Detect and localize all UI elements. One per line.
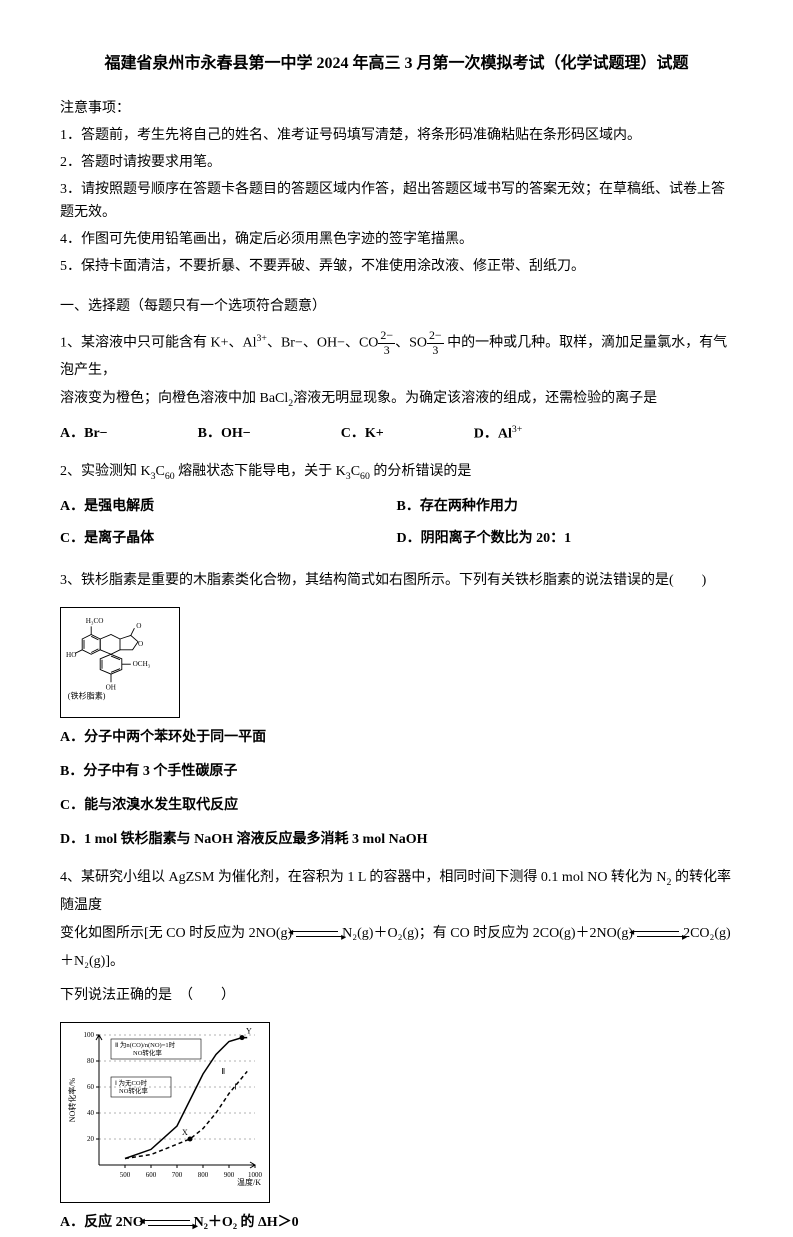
- svg-text:Ⅰ: Ⅰ: [234, 1083, 236, 1092]
- label-o-ring: O: [138, 640, 143, 648]
- equilibrium-arrow-3: ▸◂: [144, 1217, 194, 1229]
- structure-diagram: H₃CO HO O O OCH₃ OH (铁杉脂素): [65, 612, 175, 702]
- label-o-top: O: [136, 622, 141, 630]
- svg-text:X: X: [182, 1128, 188, 1137]
- notices-header: 注意事项：: [60, 97, 733, 121]
- q1-t6: 溶液无明显现象。为确定该溶液的组成，还需检验的离子是: [293, 391, 657, 406]
- q4-eq1r: N₂(g)＋O₂(g)；有 CO 时反应为 2CO(g)＋2NO(g): [342, 926, 633, 941]
- q2-opt-b: B．存在两种作用力: [397, 493, 734, 521]
- q2-opt-a: A．是强电解质: [60, 493, 397, 521]
- label-och3: OCH₃: [133, 660, 151, 668]
- q4-opta-1: A．反应 2NO: [60, 1215, 144, 1230]
- q2-t1: 2、实验测知 K: [60, 464, 151, 479]
- q4-stem: 4、某研究小组以 AgZSM 为催化剂，在容积为 1 L 的容器中，相同时间下测…: [60, 864, 733, 976]
- q1-t1: 1、某溶液中只可能含有 K+、Al: [60, 335, 257, 350]
- q2-opt-d: D．阴阳离子个数比为 20：1: [397, 525, 734, 553]
- svg-text:Ⅱ: Ⅱ: [221, 1067, 225, 1076]
- q1-t3: 、SO: [395, 335, 427, 350]
- svg-text:80: 80: [87, 1057, 95, 1065]
- q1-al-charge: 3+: [257, 333, 267, 344]
- svg-text:NO转化率: NO转化率: [133, 1048, 162, 1057]
- svg-text:800: 800: [198, 1171, 209, 1179]
- q2-t3: 熔融状态下能导电，关于 K: [175, 464, 346, 479]
- question-4: 4、某研究小组以 AgZSM 为催化剂，在容积为 1 L 的容器中，相同时间下测…: [60, 864, 733, 1237]
- q3-opt-d: D．1 mol 铁杉脂素与 NaOH 溶液反应最多消耗 3 mol NaOH: [60, 826, 733, 854]
- label-ho: HO: [66, 651, 76, 659]
- notice-1: 1．答题前，考生先将自己的姓名、准考证号码填写清楚，将条形码准确粘贴在条形码区域…: [60, 124, 733, 148]
- svg-text:NO转化率/%: NO转化率/%: [67, 1077, 77, 1122]
- svg-text:NO转化率: NO转化率: [119, 1086, 148, 1095]
- section-header: 一、选择题（每题只有一个选项符合题意）: [60, 295, 733, 319]
- q3-structure: H₃CO HO O O OCH₃ OH (铁杉脂素): [60, 607, 180, 718]
- svg-text:Ⅱ 为n(CO)/n(NO)=1时: Ⅱ 为n(CO)/n(NO)=1时: [115, 1040, 176, 1049]
- equilibrium-arrow-2: ▸◂: [633, 928, 683, 940]
- svg-text:Y: Y: [246, 1027, 252, 1036]
- q3-options: A．分子中两个苯环处于同一平面 B．分子中有 3 个手性碳原子 C．能与浓溴水发…: [60, 724, 733, 854]
- q4-options: A．反应 2NO▸◂N₂＋O₂ 的 ΔH＞0: [60, 1209, 733, 1237]
- q2-t5: 的分析错误的是: [370, 464, 472, 479]
- notice-3: 3．请按照题号顺序在答题卡各题目的答题区域内作答，超出答题区域书写的答案无效；在…: [60, 178, 733, 226]
- question-1: 1、某溶液中只可能含有 K+、Al3+、Br−、OH−、CO2−3、SO2−3 …: [60, 329, 733, 449]
- svg-text:700: 700: [172, 1171, 183, 1179]
- svg-text:20: 20: [87, 1135, 95, 1143]
- label-name: (铁杉脂素): [68, 690, 106, 700]
- q2-t2: C: [156, 464, 165, 479]
- notice-2: 2．答题时请按要求用笔。: [60, 151, 733, 175]
- conversion-chart: 500600700800900100020406080100温度/KNO转化率/…: [65, 1027, 265, 1187]
- q1-opt-d: D．Al3+: [474, 420, 523, 449]
- equilibrium-arrow-1: ▸◂: [292, 928, 342, 940]
- q2-t4: C: [351, 464, 360, 479]
- page-title: 福建省泉州市永春县第一中学 2024 年高三 3 月第一次模拟考试（化学试题理）…: [60, 50, 733, 77]
- q3-opt-c: C．能与浓溴水发生取代反应: [60, 792, 733, 820]
- q2-stem: 2、实验测知 K3C60 熔融状态下能导电，关于 K3C60 的分析错误的是: [60, 458, 733, 486]
- q2-opt-c: C．是离子晶体: [60, 525, 397, 553]
- label-h3co: H₃CO: [86, 616, 104, 624]
- q1-stem: 1、某溶液中只可能含有 K+、Al3+、Br−、OH−、CO2−3、SO2−3 …: [60, 329, 733, 414]
- q4-opt-a: A．反应 2NO▸◂N₂＋O₂ 的 ΔH＞0: [60, 1209, 733, 1237]
- q1-options: A．Br− B．OH− C．K+ D．Al3+: [60, 420, 733, 449]
- q2-options: A．是强电解质 B．存在两种作用力 C．是离子晶体 D．阴阳离子个数比为 20：…: [60, 493, 733, 557]
- q3-stem: 3、铁杉脂素是重要的木脂素类化合物，其结构简式如右图所示。下列有关铁杉脂素的说法…: [60, 567, 733, 595]
- svg-text:Ⅰ 为无CO时: Ⅰ 为无CO时: [115, 1078, 148, 1087]
- label-oh: OH: [106, 683, 116, 691]
- q3-opt-a: A．分子中两个苯环处于同一平面: [60, 724, 733, 752]
- q1-opt-a: A．Br−: [60, 420, 108, 449]
- svg-text:600: 600: [146, 1171, 157, 1179]
- notice-4: 4．作图可先使用铅笔画出，确定后必须用黑色字迹的签字笔描黑。: [60, 228, 733, 252]
- q3-opt-b: B．分子中有 3 个手性碳原子: [60, 758, 733, 786]
- svg-text:500: 500: [120, 1171, 131, 1179]
- q4-t1: 4、某研究小组以 AgZSM 为催化剂，在容积为 1 L 的容器中，相同时间下测…: [60, 870, 667, 885]
- notice-5: 5．保持卡面清洁，不要折暴、不要弄破、弄皱，不准使用涂改液、修正带、刮纸刀。: [60, 255, 733, 279]
- svg-text:60: 60: [87, 1083, 95, 1091]
- svg-text:温度/K: 温度/K: [237, 1177, 261, 1187]
- q4-t3: 变化如图所示[无 CO 时反应为 2NO(g): [60, 926, 292, 941]
- svg-text:40: 40: [87, 1109, 95, 1117]
- q4-opta-2: N₂＋O₂ 的 ΔH＞0: [194, 1215, 299, 1230]
- q1-t5: 溶液变为橙色；向橙色溶液中加 BaCl: [60, 391, 288, 406]
- q1-opt-c: C．K+: [341, 420, 384, 449]
- question-3: 3、铁杉脂素是重要的木脂素类化合物，其结构简式如右图所示。下列有关铁杉脂素的说法…: [60, 567, 733, 854]
- q1-t2: 、Br−、OH−、CO: [267, 335, 378, 350]
- q4-t5: 下列说法正确的是 （ ）: [60, 982, 733, 1010]
- svg-text:900: 900: [224, 1171, 235, 1179]
- notices: 注意事项： 1．答题前，考生先将自己的姓名、准考证号码填写清楚，将条形码准确粘贴…: [60, 97, 733, 279]
- svg-text:100: 100: [84, 1031, 95, 1039]
- question-2: 2、实验测知 K3C60 熔融状态下能导电，关于 K3C60 的分析错误的是 A…: [60, 458, 733, 556]
- q1-opt-b: B．OH−: [198, 420, 251, 449]
- q4-chart-box: 500600700800900100020406080100温度/KNO转化率/…: [60, 1022, 270, 1203]
